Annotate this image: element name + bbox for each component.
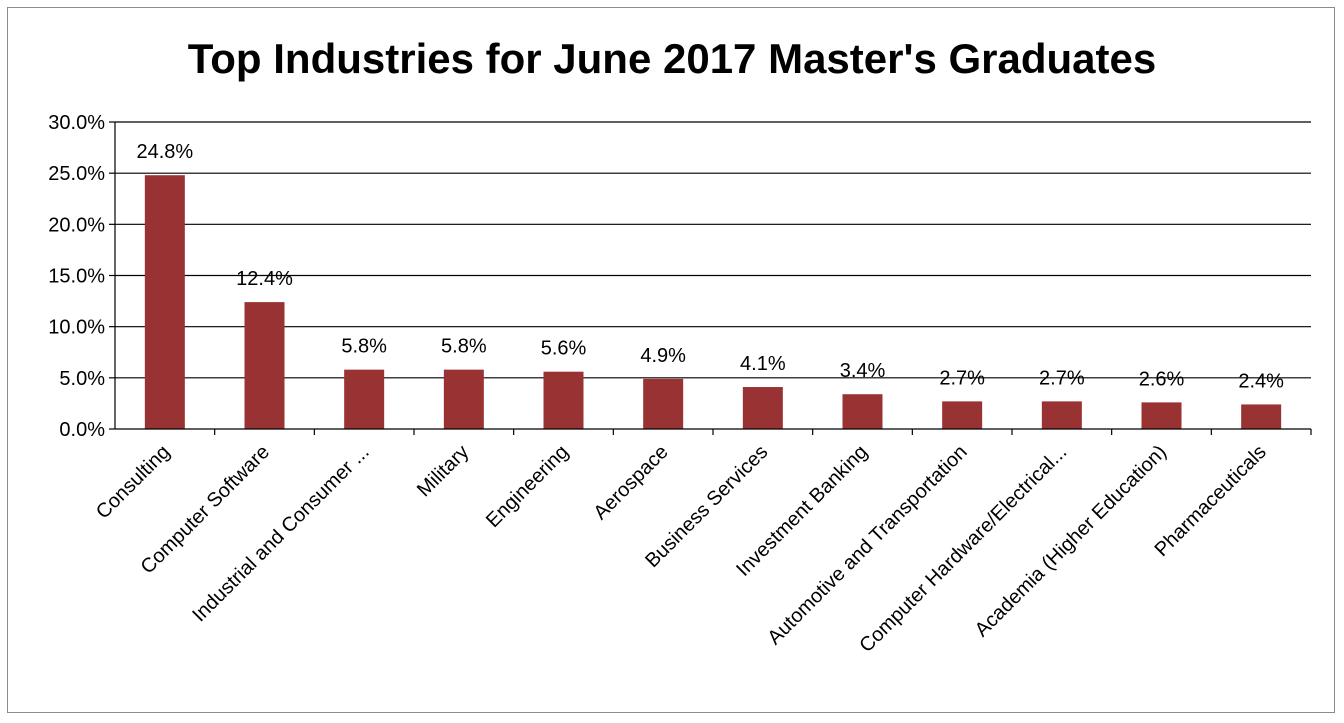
y-axis-tick-labels: 0.0% 5.0% 10.0% 15.0% 20.0% 25.0% 30.0% xyxy=(48,112,115,441)
data-label: 12.4% xyxy=(236,268,293,290)
y-tick-label: 20.0% xyxy=(48,214,105,236)
x-category-label: Engineering xyxy=(482,441,573,532)
bar xyxy=(543,371,584,429)
chart-title: Top Industries for June 2017 Master's Gr… xyxy=(188,35,1157,82)
data-label: 5.6% xyxy=(541,338,587,360)
data-label: 3.4% xyxy=(840,360,886,382)
y-tick-label: 25.0% xyxy=(48,163,105,185)
y-tick-label: 30.0% xyxy=(48,112,105,134)
data-label: 2.7% xyxy=(1039,367,1085,389)
x-category-label: Automotive and Transportation xyxy=(764,441,972,649)
data-label: 2.6% xyxy=(1139,368,1185,390)
data-labels: 24.8% 12.4% 5.8% 5.8% 5.6% 4.9% 4.1% 3.4% 2.7% 2.… xyxy=(136,141,1284,392)
gridlines xyxy=(115,121,1311,379)
bars xyxy=(144,175,1282,429)
y-tick-label: 15.0% xyxy=(48,266,105,288)
data-label: 4.9% xyxy=(640,345,686,367)
data-label: 24.8% xyxy=(136,141,193,163)
bar xyxy=(344,369,385,429)
bar xyxy=(1141,402,1182,429)
data-label: 2.7% xyxy=(939,367,985,389)
data-label: 2.4% xyxy=(1238,370,1284,392)
x-category-label: Industrial and Consumer ... xyxy=(188,441,373,626)
y-tick-label: 0.0% xyxy=(59,419,105,441)
bar xyxy=(443,369,484,429)
data-label: 4.1% xyxy=(740,353,786,375)
data-label: 5.8% xyxy=(441,336,487,358)
bar xyxy=(1241,404,1282,429)
bar xyxy=(244,302,285,429)
bar xyxy=(942,401,983,429)
x-category-label: Military xyxy=(413,441,473,501)
bar xyxy=(643,378,684,429)
data-label: 5.8% xyxy=(341,336,387,358)
bar xyxy=(144,175,185,429)
y-tick-label: 5.0% xyxy=(59,368,105,390)
y-tick-label: 10.0% xyxy=(48,317,105,339)
x-category-label: Computer Hardware/Electrical... xyxy=(855,441,1071,657)
chart-frame xyxy=(7,7,1335,713)
bar xyxy=(842,394,883,429)
bar xyxy=(742,387,783,429)
bar xyxy=(1041,401,1082,429)
x-category-label: Aerospace xyxy=(590,441,673,524)
x-category-label: Consulting xyxy=(92,441,174,523)
x-category-label: Academia (Higher Education) xyxy=(971,441,1171,641)
x-category-label: Pharmaceuticals xyxy=(1151,441,1271,561)
